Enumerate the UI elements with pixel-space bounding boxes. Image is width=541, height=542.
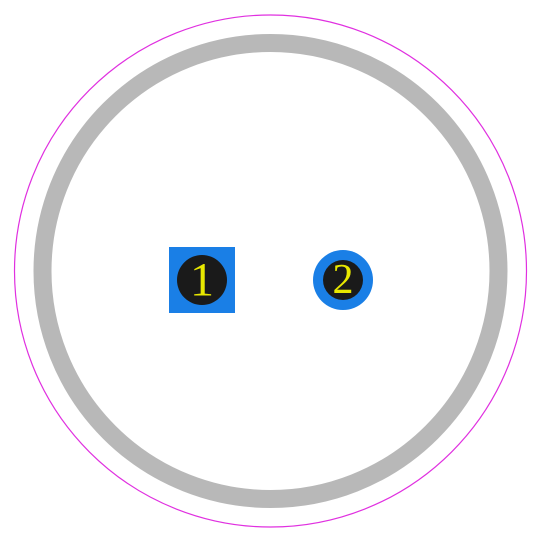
pad-1-label: 1 bbox=[190, 254, 214, 307]
silkscreen-ring bbox=[43, 43, 499, 499]
outline-circle bbox=[15, 15, 527, 527]
pad-2: 2 bbox=[313, 250, 373, 310]
pad-1: 1 bbox=[169, 247, 235, 313]
pcb-footprint-diagram: 1 2 bbox=[0, 0, 541, 542]
pad-2-label: 2 bbox=[333, 257, 354, 303]
